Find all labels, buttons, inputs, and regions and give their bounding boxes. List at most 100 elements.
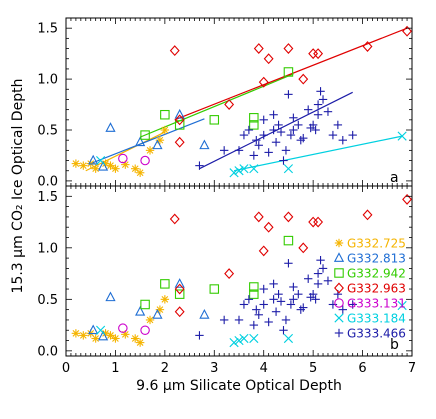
point-g333-466	[279, 156, 288, 165]
fit-line-g333-184	[233, 135, 403, 172]
point-g332-942	[160, 279, 170, 289]
point-g333-466	[269, 279, 278, 289]
x-tick-label: 2	[161, 361, 169, 376]
point-g332-942	[249, 282, 259, 292]
point-g333-466	[259, 300, 268, 309]
point-g333-466	[286, 300, 296, 309]
point-g333-184	[397, 131, 407, 141]
point-g332-725	[131, 334, 140, 343]
point-g332-942	[140, 130, 150, 140]
x-tick-label: 0	[62, 361, 70, 376]
point-g333-466	[259, 284, 268, 294]
legend-marker-g332-813	[333, 252, 345, 262]
point-g333-466	[304, 274, 313, 283]
point-g332-942	[209, 115, 220, 125]
point-g333-466	[276, 127, 286, 137]
point-g333-184	[239, 333, 249, 344]
point-g333-466	[249, 151, 259, 160]
point-g332-725	[106, 331, 115, 340]
point-g333-466	[264, 148, 273, 157]
point-g333-466	[311, 295, 320, 304]
point-g333-466	[294, 120, 303, 130]
legend-label: G332.725	[347, 237, 406, 251]
point-g333-131	[118, 153, 128, 164]
legend-marker-g332-942	[334, 268, 344, 278]
point-g332-725	[160, 295, 170, 304]
point-g332-813	[199, 308, 210, 319]
point-g333-466	[269, 295, 278, 304]
point-g332-942	[209, 284, 220, 294]
x-tick-label: 3	[210, 361, 218, 376]
legend-item-g333-184: G333.184	[334, 312, 406, 326]
point-g333-466	[259, 130, 268, 140]
point-g332-813	[97, 160, 109, 171]
point-g333-466	[318, 264, 328, 273]
point-g332-813	[135, 305, 146, 316]
point-g333-466	[328, 130, 338, 140]
point-g332-963	[263, 53, 274, 65]
point-g333-466	[244, 125, 254, 135]
point-g333-466	[271, 138, 281, 147]
point-g332-942	[140, 299, 150, 310]
point-g333-466	[333, 120, 343, 130]
point-g332-725	[131, 164, 140, 173]
point-g333-184	[249, 333, 259, 344]
point-g333-466	[284, 259, 293, 268]
point-g332-813	[199, 139, 210, 150]
point-g333-466	[289, 113, 298, 122]
point-g332-725	[91, 334, 100, 343]
point-g332-942	[160, 109, 170, 120]
point-g333-184	[229, 338, 239, 348]
point-g333-466	[328, 300, 338, 309]
panel-b-label: b	[390, 337, 399, 353]
point-g332-942	[249, 289, 259, 299]
point-g333-466	[304, 105, 313, 114]
point-g333-466	[239, 300, 249, 309]
point-g332-813	[88, 324, 99, 335]
point-g333-184	[229, 168, 239, 178]
point-g333-466	[254, 310, 263, 319]
point-g333-466	[348, 300, 357, 309]
point-g332-725	[79, 331, 88, 340]
panel-a-x-ticks	[70, 18, 408, 186]
point-g332-942	[174, 289, 185, 299]
point-g332-725	[135, 338, 145, 347]
point-g333-466	[286, 130, 296, 140]
panel-a-y-tick-label: 0.5	[37, 124, 58, 139]
point-g333-184	[397, 300, 407, 311]
point-g333-131	[140, 325, 150, 335]
point-g333-466	[254, 141, 263, 150]
point-g333-466	[274, 289, 283, 299]
point-g333-466	[308, 289, 318, 299]
legend: G332.725G332.813G332.942G332.963G333.131…	[333, 237, 406, 341]
point-g333-131	[140, 155, 150, 166]
legend-item-g332-725: G332.725	[334, 237, 406, 251]
legend-item-g332-813: G332.813	[333, 252, 406, 266]
point-g332-813	[174, 108, 185, 119]
point-g333-466	[313, 100, 323, 109]
panel-b-y-tick-label: 1.5	[37, 190, 58, 205]
point-g333-184	[96, 155, 106, 166]
x-axis-title: 9.6 µm Silicate Optical Depth	[136, 378, 342, 394]
point-g332-963	[313, 216, 324, 228]
point-g332-813	[135, 136, 146, 147]
y-axis-title: 15.3 µm CO₂ Ice Optical Depth	[10, 79, 26, 294]
legend-marker-g332-963	[334, 282, 344, 294]
point-g333-466	[311, 125, 320, 135]
point-g332-813	[152, 139, 163, 150]
point-g332-725	[145, 315, 155, 325]
point-g333-466	[252, 135, 261, 145]
point-g333-184	[234, 335, 244, 346]
point-g333-466	[316, 255, 325, 265]
legend-item-g332-942: G332.942	[334, 267, 406, 281]
legend-item-g332-963: G332.963	[334, 282, 406, 296]
point-g332-963	[298, 242, 309, 254]
point-g333-466	[234, 315, 244, 325]
panel-a-y-ticks: 0.0 0.5 1.0 1.5	[37, 22, 412, 189]
point-g332-725	[111, 164, 120, 173]
point-g333-466	[348, 130, 357, 140]
legend-label: G333.466	[347, 327, 406, 341]
point-g332-942	[249, 120, 259, 130]
panel-b-y-tick-label: 1.0	[37, 241, 58, 256]
point-g333-466	[219, 315, 229, 325]
